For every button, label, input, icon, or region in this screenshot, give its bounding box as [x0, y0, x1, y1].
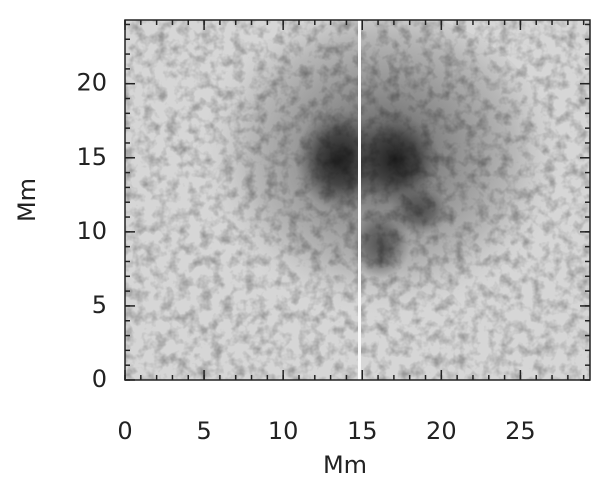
y-axis-label: Mm [13, 178, 41, 222]
x-tick-label: 15 [347, 417, 378, 445]
y-tick-label: 20 [76, 69, 107, 97]
y-tick-label: 0 [92, 365, 107, 393]
sunspot-image [125, 20, 590, 380]
plot-frame [124, 19, 591, 381]
x-tick-label: 20 [426, 417, 457, 445]
y-tick-label: 5 [92, 291, 107, 319]
y-tick-label: 10 [76, 217, 107, 245]
x-tick-label: 10 [268, 417, 299, 445]
x-tick-label: 5 [196, 417, 211, 445]
x-axis-label: Mm [323, 451, 367, 479]
x-tick-label: 25 [505, 417, 536, 445]
y-tick-label: 15 [76, 143, 107, 171]
x-tick-label: 0 [117, 417, 132, 445]
